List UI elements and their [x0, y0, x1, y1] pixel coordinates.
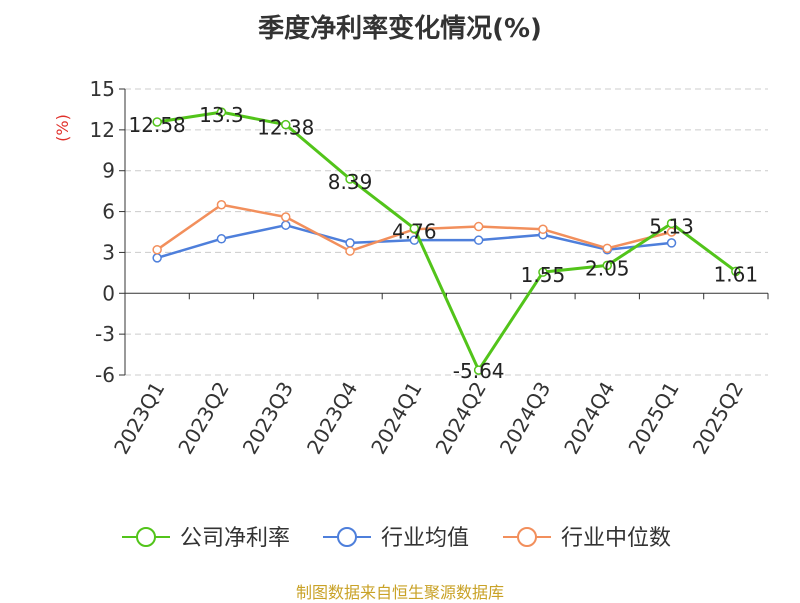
- data-point: [731, 266, 741, 277]
- legend: 公司净利率 行业均值 行业中位数: [122, 526, 671, 551]
- x-tick-label: 2024Q1: [366, 378, 426, 459]
- data-point: [216, 234, 227, 244]
- data-point: [602, 260, 612, 271]
- y-tick-label: 6: [102, 200, 115, 224]
- data-label: 13.3: [199, 103, 244, 127]
- data-point: [345, 238, 355, 248]
- y-tick-label: 12: [90, 118, 115, 142]
- data-label: 12.38: [257, 116, 314, 140]
- chart-title: 季度净利率变化情况(%): [258, 14, 542, 44]
- x-tick-label: 2024Q2: [431, 378, 491, 459]
- x-tick-label: 2023Q1: [109, 378, 169, 459]
- data-point: [345, 246, 355, 256]
- data-label: 1.61: [714, 262, 759, 286]
- grid-lines: [125, 88, 768, 376]
- data-point: [216, 107, 227, 117]
- x-tick-label: 2025Q2: [688, 378, 748, 459]
- y-tick-label: -6: [95, 363, 115, 387]
- data-point: [473, 235, 484, 245]
- data-point: [281, 220, 291, 230]
- data-labels: 12.58 13.3 12.38 8.39 4.76 -5.64 1.55 2.05 5.13 1…: [129, 103, 759, 383]
- data-point: [281, 119, 291, 130]
- data-point: [216, 200, 227, 210]
- y-tick-label: 9: [102, 159, 115, 183]
- series: [152, 107, 741, 375]
- data-point: [473, 221, 484, 232]
- y-tick-label: 0: [102, 281, 115, 305]
- y-tick-label: -3: [95, 322, 115, 346]
- y-axis-label: (%): [53, 114, 72, 142]
- data-point: [666, 218, 677, 229]
- x-tick-label: 2024Q4: [559, 378, 619, 459]
- data-label: 4.76: [392, 219, 437, 243]
- data-point: [152, 117, 162, 127]
- y-tick-label: 15: [90, 77, 115, 101]
- data-point: [666, 238, 677, 248]
- data-point: [473, 365, 484, 375]
- legend-marker: [136, 527, 156, 547]
- x-tick-label: 2025Q1: [623, 378, 683, 459]
- data-point: [152, 253, 162, 263]
- legend-label: 公司净利率: [180, 526, 290, 551]
- legend-marker: [517, 527, 537, 547]
- data-point: [538, 224, 548, 235]
- legend-label: 行业中位数: [561, 526, 671, 551]
- data-point: [345, 174, 355, 184]
- y-tick-label: 3: [102, 240, 115, 264]
- data-label: 2.05: [585, 256, 630, 280]
- data-point: [409, 223, 420, 234]
- data-label: -5.64: [453, 359, 505, 383]
- x-tick-label: 2023Q2: [173, 378, 233, 459]
- data-label: 5.13: [649, 214, 694, 238]
- data-point: [538, 267, 548, 277]
- data-label: 8.39: [328, 170, 373, 194]
- legend-marker: [337, 527, 357, 547]
- series-line: [156, 110, 737, 372]
- data-point: [281, 212, 291, 222]
- data-point: [152, 244, 162, 255]
- data-label: 1.55: [521, 263, 566, 287]
- data-point: [602, 243, 612, 254]
- x-tick-label: 2023Q3: [238, 378, 298, 459]
- x-tick-label: 2023Q4: [302, 378, 362, 459]
- data-source-note: 制图数据来自恒生聚源数据库: [295, 583, 504, 602]
- legend-label: 行业均值: [381, 526, 469, 551]
- x-tick-label: 2024Q3: [495, 378, 555, 459]
- data-label: 12.58: [129, 113, 186, 137]
